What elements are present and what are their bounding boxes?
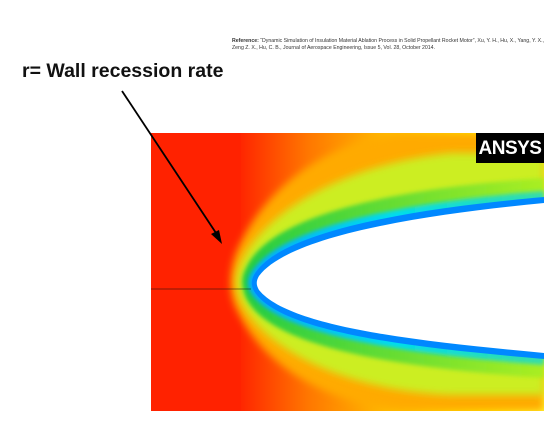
reference-citation: Reference: “Dynamic Simulation of Insula…	[232, 38, 554, 52]
wall-recession-rate-label: r= Wall recession rate	[22, 60, 224, 82]
ansys-logo-text: ANSYS	[478, 137, 542, 159]
reference-text: “Dynamic Simulation of Insulation Materi…	[232, 38, 545, 51]
ansys-logo: ANSYS	[476, 133, 544, 163]
reference-label: Reference:	[232, 38, 259, 44]
ablation-simulation-contour-plot	[151, 133, 544, 411]
insulation-body	[256, 203, 544, 353]
